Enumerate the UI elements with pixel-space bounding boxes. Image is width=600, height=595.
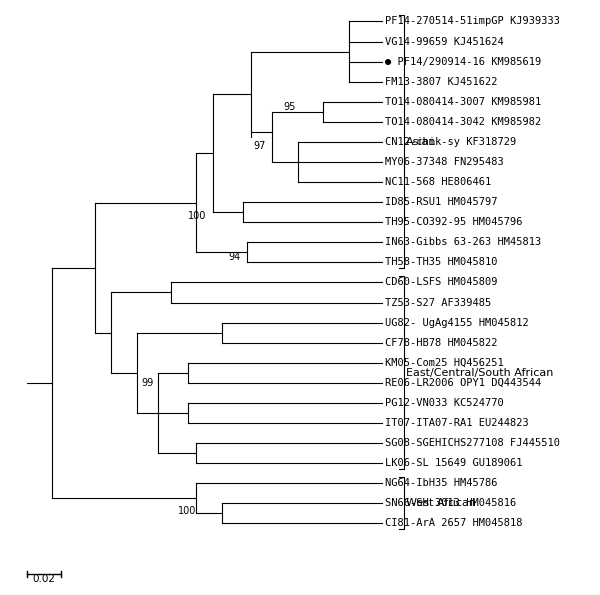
Text: CN12-chik-sy KF318729: CN12-chik-sy KF318729 [385,137,516,147]
Text: TO14-080414-3007 KM985981: TO14-080414-3007 KM985981 [385,97,541,107]
Text: NC11-568 HE806461: NC11-568 HE806461 [385,177,491,187]
Text: SG08-SGEHICHS277108 FJ445510: SG08-SGEHICHS277108 FJ445510 [385,438,560,448]
Text: CD60-LSFS HM045809: CD60-LSFS HM045809 [385,277,497,287]
Text: CI81-ArA 2657 HM045818: CI81-ArA 2657 HM045818 [385,518,522,528]
Text: KM05-Com25 HQ456251: KM05-Com25 HQ456251 [385,358,503,368]
Text: West African: West African [406,498,476,508]
Text: TH58-TH35 HM045810: TH58-TH35 HM045810 [385,258,497,267]
Text: ID85-RSU1 HM045797: ID85-RSU1 HM045797 [385,197,497,207]
Text: 0.02: 0.02 [32,574,55,584]
Text: 95: 95 [283,102,296,112]
Text: East/Central/South African: East/Central/South African [406,368,553,378]
Text: 94: 94 [229,252,241,262]
Text: 99: 99 [142,378,154,388]
Text: MY06-37348 FN295483: MY06-37348 FN295483 [385,157,503,167]
Text: UG82- UgAg4155 HM045812: UG82- UgAg4155 HM045812 [385,318,529,328]
Text: IN63-Gibbs 63-263 HM45813: IN63-Gibbs 63-263 HM45813 [385,237,541,248]
Text: TH95-CO392-95 HM045796: TH95-CO392-95 HM045796 [385,217,522,227]
Text: LK06-SL 15649 GU189061: LK06-SL 15649 GU189061 [385,458,522,468]
Text: SN66-SH 3013 HM045816: SN66-SH 3013 HM045816 [385,498,516,508]
Text: 97: 97 [254,141,266,151]
Text: FM13-3807 KJ451622: FM13-3807 KJ451622 [385,77,497,87]
Text: PG12-VN033 KC524770: PG12-VN033 KC524770 [385,398,503,408]
Text: RE06-LR2006 OPY1 DQ443544: RE06-LR2006 OPY1 DQ443544 [385,378,541,388]
Text: PF14-270514-51impGP KJ939333: PF14-270514-51impGP KJ939333 [385,17,560,26]
Text: TZ53-S27 AF339485: TZ53-S27 AF339485 [385,298,491,308]
Text: IT07-ITA07-RA1 EU244823: IT07-ITA07-RA1 EU244823 [385,418,529,428]
Text: 100: 100 [188,211,207,221]
Text: NG64-IbH35 HM45786: NG64-IbH35 HM45786 [385,478,497,488]
Text: VG14-99659 KJ451624: VG14-99659 KJ451624 [385,36,503,46]
Text: TO14-080414-3042 KM985982: TO14-080414-3042 KM985982 [385,117,541,127]
Text: CF78-HB78 HM045822: CF78-HB78 HM045822 [385,338,497,347]
Text: Asian: Asian [406,137,436,147]
Text: 100: 100 [178,506,196,516]
Text: ● PF14/290914-16 KM985619: ● PF14/290914-16 KM985619 [385,57,541,67]
